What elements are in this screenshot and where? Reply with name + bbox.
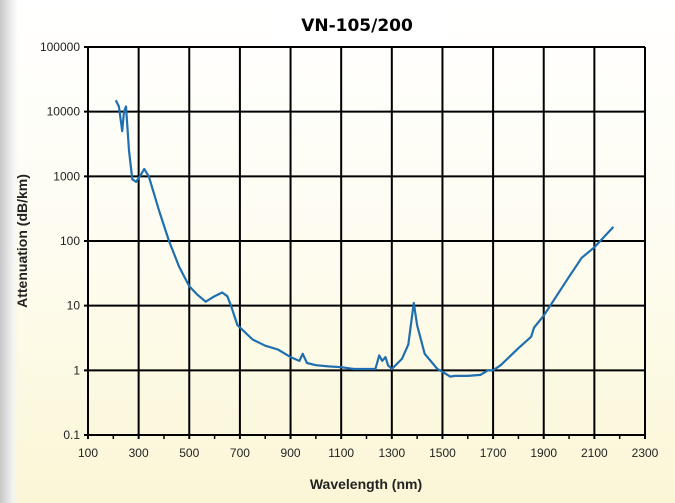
x-tick-label: 1900 (530, 446, 557, 460)
y-tick-label: 100 (60, 234, 80, 248)
chart-title: VN-105/200 (301, 16, 413, 36)
x-tick-label: 300 (129, 446, 149, 460)
x-tick-label: 500 (179, 446, 199, 460)
x-tick-label: 1700 (480, 446, 507, 460)
x-tick-label: 1500 (429, 446, 456, 460)
x-tick-label: 900 (281, 446, 301, 460)
y-tick-label: 10000 (47, 105, 81, 119)
title-box (270, 0, 450, 45)
x-tick-label: 700 (230, 446, 250, 460)
x-axis-label: Wavelength (nm) (310, 476, 422, 492)
x-tick-label: 1300 (378, 446, 405, 460)
y-tick-label: 100000 (40, 40, 80, 54)
y-axis-label: Attenuation (dB/km) (14, 174, 30, 308)
left-shade (0, 0, 18, 503)
y-tick-label: 0.1 (63, 428, 80, 442)
grid (84, 46, 646, 439)
y-tick-label: 1000 (53, 169, 80, 183)
x-tick-label: 2100 (581, 446, 608, 460)
x-tick-label: 2300 (632, 446, 659, 460)
y-tick-label: 1 (73, 363, 80, 377)
y-tick-labels: 100000 10000 1000 100 10 1 0.1 (40, 40, 80, 442)
series-line (114, 99, 615, 378)
x-tick-label: 100 (78, 446, 98, 460)
y-tick-label: 10 (67, 299, 81, 313)
x-tick-label: 1100 (328, 446, 354, 460)
x-tick-labels: 100 300 500 700 900 1100 1300 1500 1700 1900 2100 2… (78, 446, 659, 460)
